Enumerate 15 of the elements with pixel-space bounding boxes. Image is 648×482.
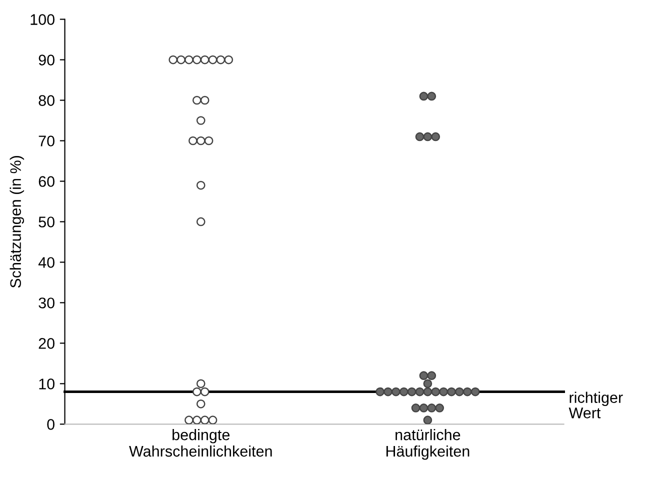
- y-tick-label: 40: [38, 257, 54, 268]
- y-tick-label: 100: [30, 14, 54, 25]
- y-tick-label: 90: [38, 54, 54, 66]
- y-tick-label: 70: [38, 136, 54, 146]
- x-tick-label: bedingte Wahrscheinlichkeiten: [129, 429, 272, 457]
- y-tick-label: 30: [38, 298, 54, 308]
- ref-line-label: richtiger Wert: [568, 392, 623, 418]
- x-tick-label: natürliche Häufigkeiten: [386, 429, 470, 460]
- y-tick-label: 20: [38, 338, 54, 349]
- y-tick-label: 60: [38, 176, 54, 187]
- y-tick-label: 0: [47, 419, 54, 430]
- y-axis-title: Schätzungen (in %): [10, 156, 24, 288]
- y-tick-label: 50: [38, 216, 54, 228]
- y-tick-label: 80: [38, 95, 54, 106]
- y-tick-label: 10: [39, 378, 54, 390]
